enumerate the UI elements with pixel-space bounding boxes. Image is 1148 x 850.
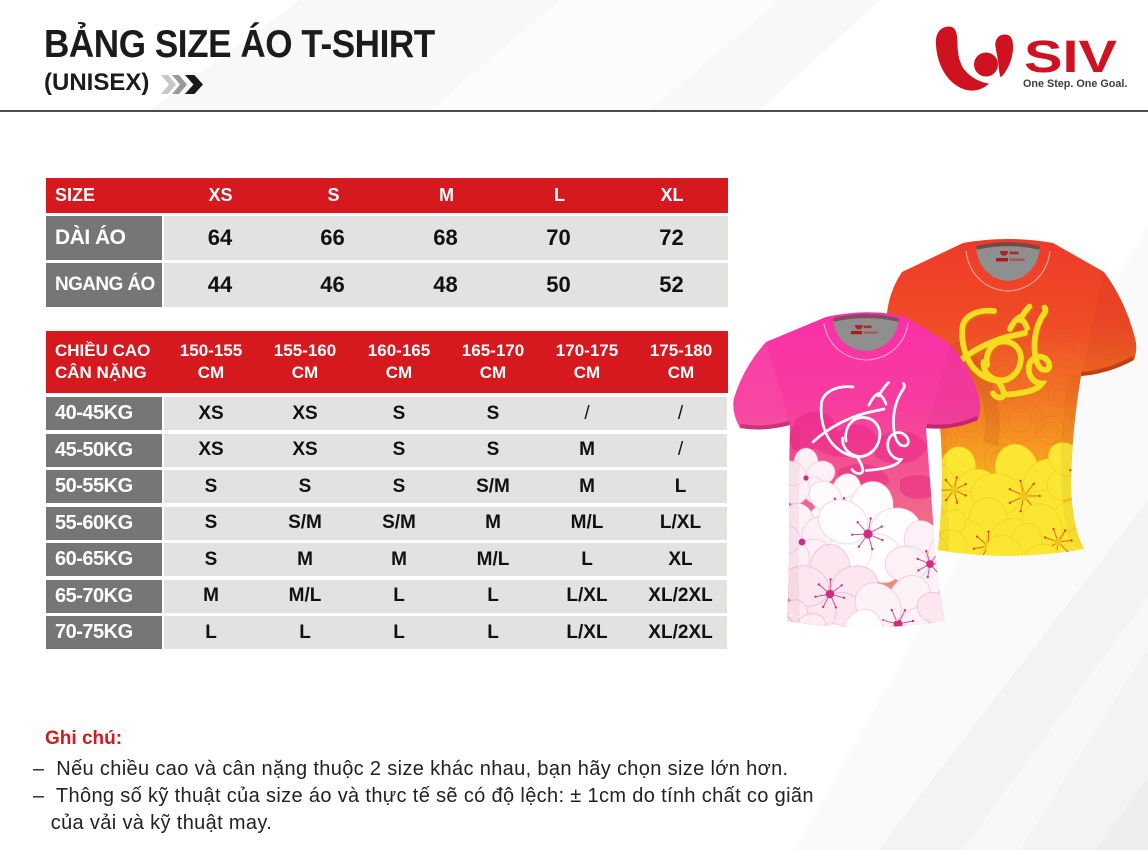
svg-text:SIV: SIV — [1024, 31, 1117, 82]
svg-text:One Step. One Goal.: One Step. One Goal. — [1023, 78, 1127, 90]
